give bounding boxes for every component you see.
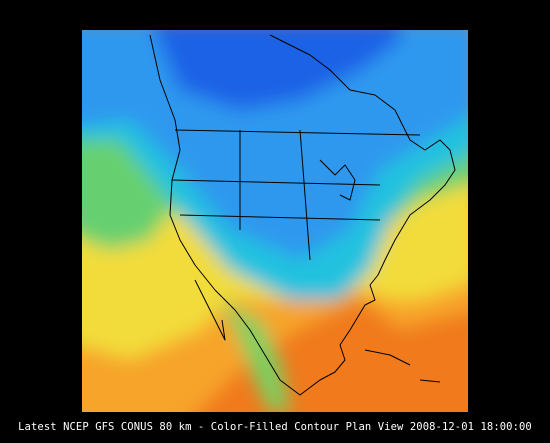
caption: Latest NCEP GFS CONUS 80 km - Color-Fill… — [18, 421, 532, 433]
